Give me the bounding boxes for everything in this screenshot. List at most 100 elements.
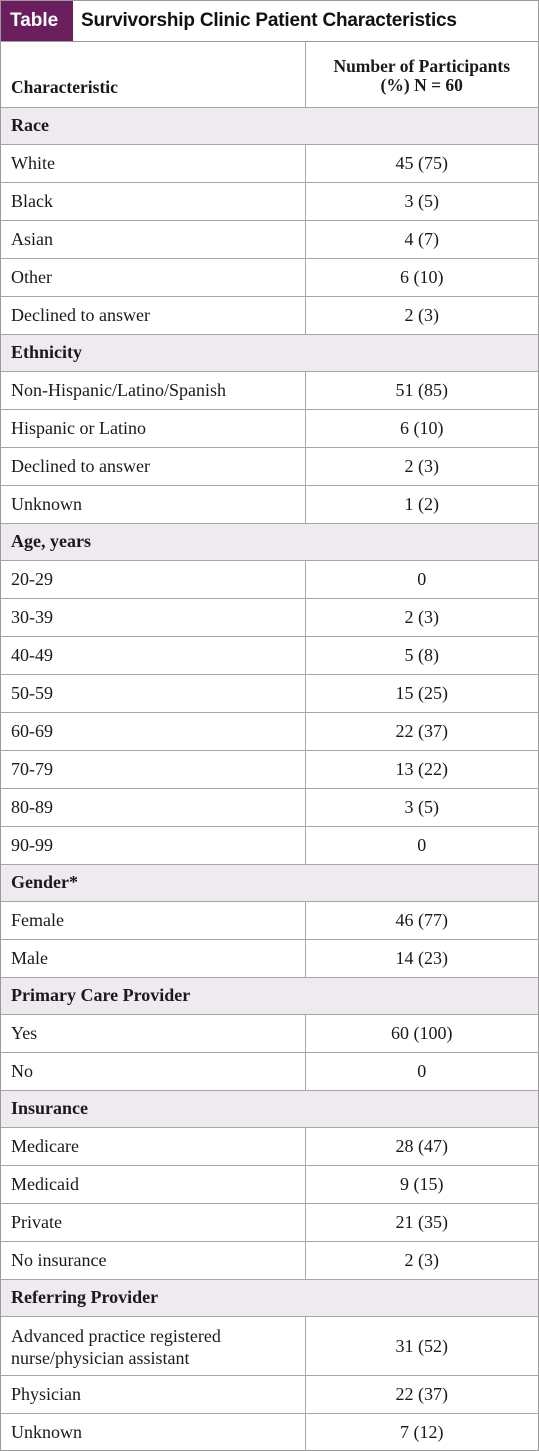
row-label: Yes: [1, 1014, 305, 1053]
row-label: Hispanic or Latino: [1, 409, 305, 448]
row-label: Advanced practice registered nurse/physi…: [1, 1316, 305, 1376]
section-row: Insurance: [1, 1090, 538, 1128]
row-label: Unknown: [11, 1421, 82, 1442]
row-value: 46 (77): [304, 901, 538, 940]
table-row: 40-49 5 (8): [1, 636, 538, 675]
row-value: 51 (85): [304, 371, 538, 410]
table-row: Male 14 (23): [1, 939, 538, 978]
table-row: Non-Hispanic/Latino/Spanish 51 (85): [1, 371, 538, 410]
section-label: Race: [1, 107, 538, 145]
table-row: Physician 22 (37): [1, 1375, 538, 1414]
row-label: 60-69: [1, 712, 305, 751]
row-label: Private: [1, 1203, 305, 1242]
row-label: 70-79: [1, 750, 305, 789]
table-row: 20-29 0: [1, 560, 538, 599]
row-value: 45 (75): [304, 144, 538, 183]
row-label: No: [1, 1052, 305, 1091]
table-row: 30-39 2 (3): [1, 598, 538, 637]
row-value: 13 (22): [304, 750, 538, 789]
section-label: Ethnicity: [1, 334, 538, 372]
row-value: 28 (47): [304, 1127, 538, 1166]
row-value: 2 (3): [304, 447, 538, 486]
table-row: White 45 (75): [1, 144, 538, 183]
row-label: Declined to answer: [1, 447, 305, 486]
table-row: 80-89 3 (5): [1, 788, 538, 827]
table-row: Unknown 1 (2): [1, 485, 538, 524]
row-label: Asian: [1, 220, 305, 259]
row-label: Physician: [1, 1375, 305, 1414]
table-row: Unknown 7 (12): [1, 1413, 538, 1451]
table-row: 50-59 15 (25): [1, 674, 538, 713]
section-row: Gender*: [1, 864, 538, 902]
row-value: 5 (8): [304, 636, 538, 675]
table-row: Female 46 (77): [1, 901, 538, 940]
row-value: 31 (52): [304, 1316, 538, 1376]
table-row: Hispanic or Latino 6 (10): [1, 409, 538, 448]
row-value: 2 (3): [304, 1241, 538, 1280]
table-row: 60-69 22 (37): [1, 712, 538, 751]
column-header-participants-line2: (%) N = 60: [380, 74, 463, 95]
row-value: 22 (37): [304, 1375, 538, 1414]
section-label: Primary Care Provider: [1, 977, 538, 1015]
table-row: No insurance 2 (3): [1, 1241, 538, 1280]
row-value: 3 (5): [304, 182, 538, 221]
row-label: Unknown: [1, 485, 305, 524]
row-label: Female: [1, 901, 305, 940]
row-value: 2 (3): [304, 598, 538, 637]
row-value: 1 (2): [304, 485, 538, 524]
row-label: 80-89: [1, 788, 305, 827]
row-value: 2 (3): [304, 296, 538, 335]
column-header-participants: Number of Participants (%) N = 60: [304, 42, 538, 108]
row-value: 0: [304, 1052, 538, 1091]
row-label: Male: [1, 939, 305, 978]
characteristics-table: Characteristic Number of Participants (%…: [1, 42, 538, 1451]
row-value: 60 (100): [304, 1014, 538, 1053]
row-label: Medicare: [1, 1127, 305, 1166]
row-label: Non-Hispanic/Latino/Spanish: [1, 371, 305, 410]
row-label: White: [1, 144, 305, 183]
row-label: 30-39: [1, 598, 305, 637]
row-value: 6 (10): [304, 409, 538, 448]
table-row: Yes 60 (100): [1, 1014, 538, 1053]
table-row: Medicare 28 (47): [1, 1127, 538, 1166]
table-body: Race White 45 (75) Black 3 (5) Asian 4 (7) Othe…: [1, 107, 538, 1451]
section-row: Primary Care Provider: [1, 977, 538, 1015]
table-row: Advanced practice registered nurse/physi…: [1, 1316, 538, 1376]
row-value: 7 (12): [304, 1413, 538, 1451]
section-label: Gender*: [1, 864, 538, 902]
column-header-characteristic: Characteristic: [1, 42, 305, 108]
section-label: Insurance: [1, 1090, 538, 1128]
table-header-row: Characteristic Number of Participants (%…: [1, 42, 538, 108]
row-label: 90-99: [1, 826, 305, 865]
table-title: Survivorship Clinic Patient Characterist…: [81, 10, 457, 31]
row-label: 40-49: [1, 636, 305, 675]
row-value: 21 (35): [304, 1203, 538, 1242]
table-row: Declined to answer 2 (3): [1, 296, 538, 335]
table-title-bar: Table Survivorship Clinic Patient Charac…: [1, 1, 538, 42]
section-row: Referring Provider: [1, 1279, 538, 1317]
table-row: Asian 4 (7): [1, 220, 538, 259]
row-value: 3 (5): [304, 788, 538, 827]
table-row: 90-99 0: [1, 826, 538, 865]
section-label: Age, years: [1, 523, 538, 561]
row-value: 15 (25): [304, 674, 538, 713]
row-value: 0: [304, 560, 538, 599]
column-header-participants-line1: Number of Participants: [333, 55, 511, 76]
row-label: 50-59: [1, 674, 305, 713]
table-row: Private 21 (35): [1, 1203, 538, 1242]
section-row: Age, years: [1, 523, 538, 561]
row-value: 6 (10): [304, 258, 538, 297]
row-label: Declined to answer: [1, 296, 305, 335]
section-label: Referring Provider: [1, 1279, 538, 1317]
row-label: Black: [1, 182, 305, 221]
table-tag: Table: [1, 1, 73, 41]
row-label: Other: [1, 258, 305, 297]
row-value: 14 (23): [304, 939, 538, 978]
row-label: Medicaid: [1, 1165, 305, 1204]
section-row: Ethnicity: [1, 334, 538, 372]
table-row: Medicaid 9 (15): [1, 1165, 538, 1204]
row-label: No insurance: [1, 1241, 305, 1280]
table-row: Other 6 (10): [1, 258, 538, 297]
table-row: 70-79 13 (22): [1, 750, 538, 789]
